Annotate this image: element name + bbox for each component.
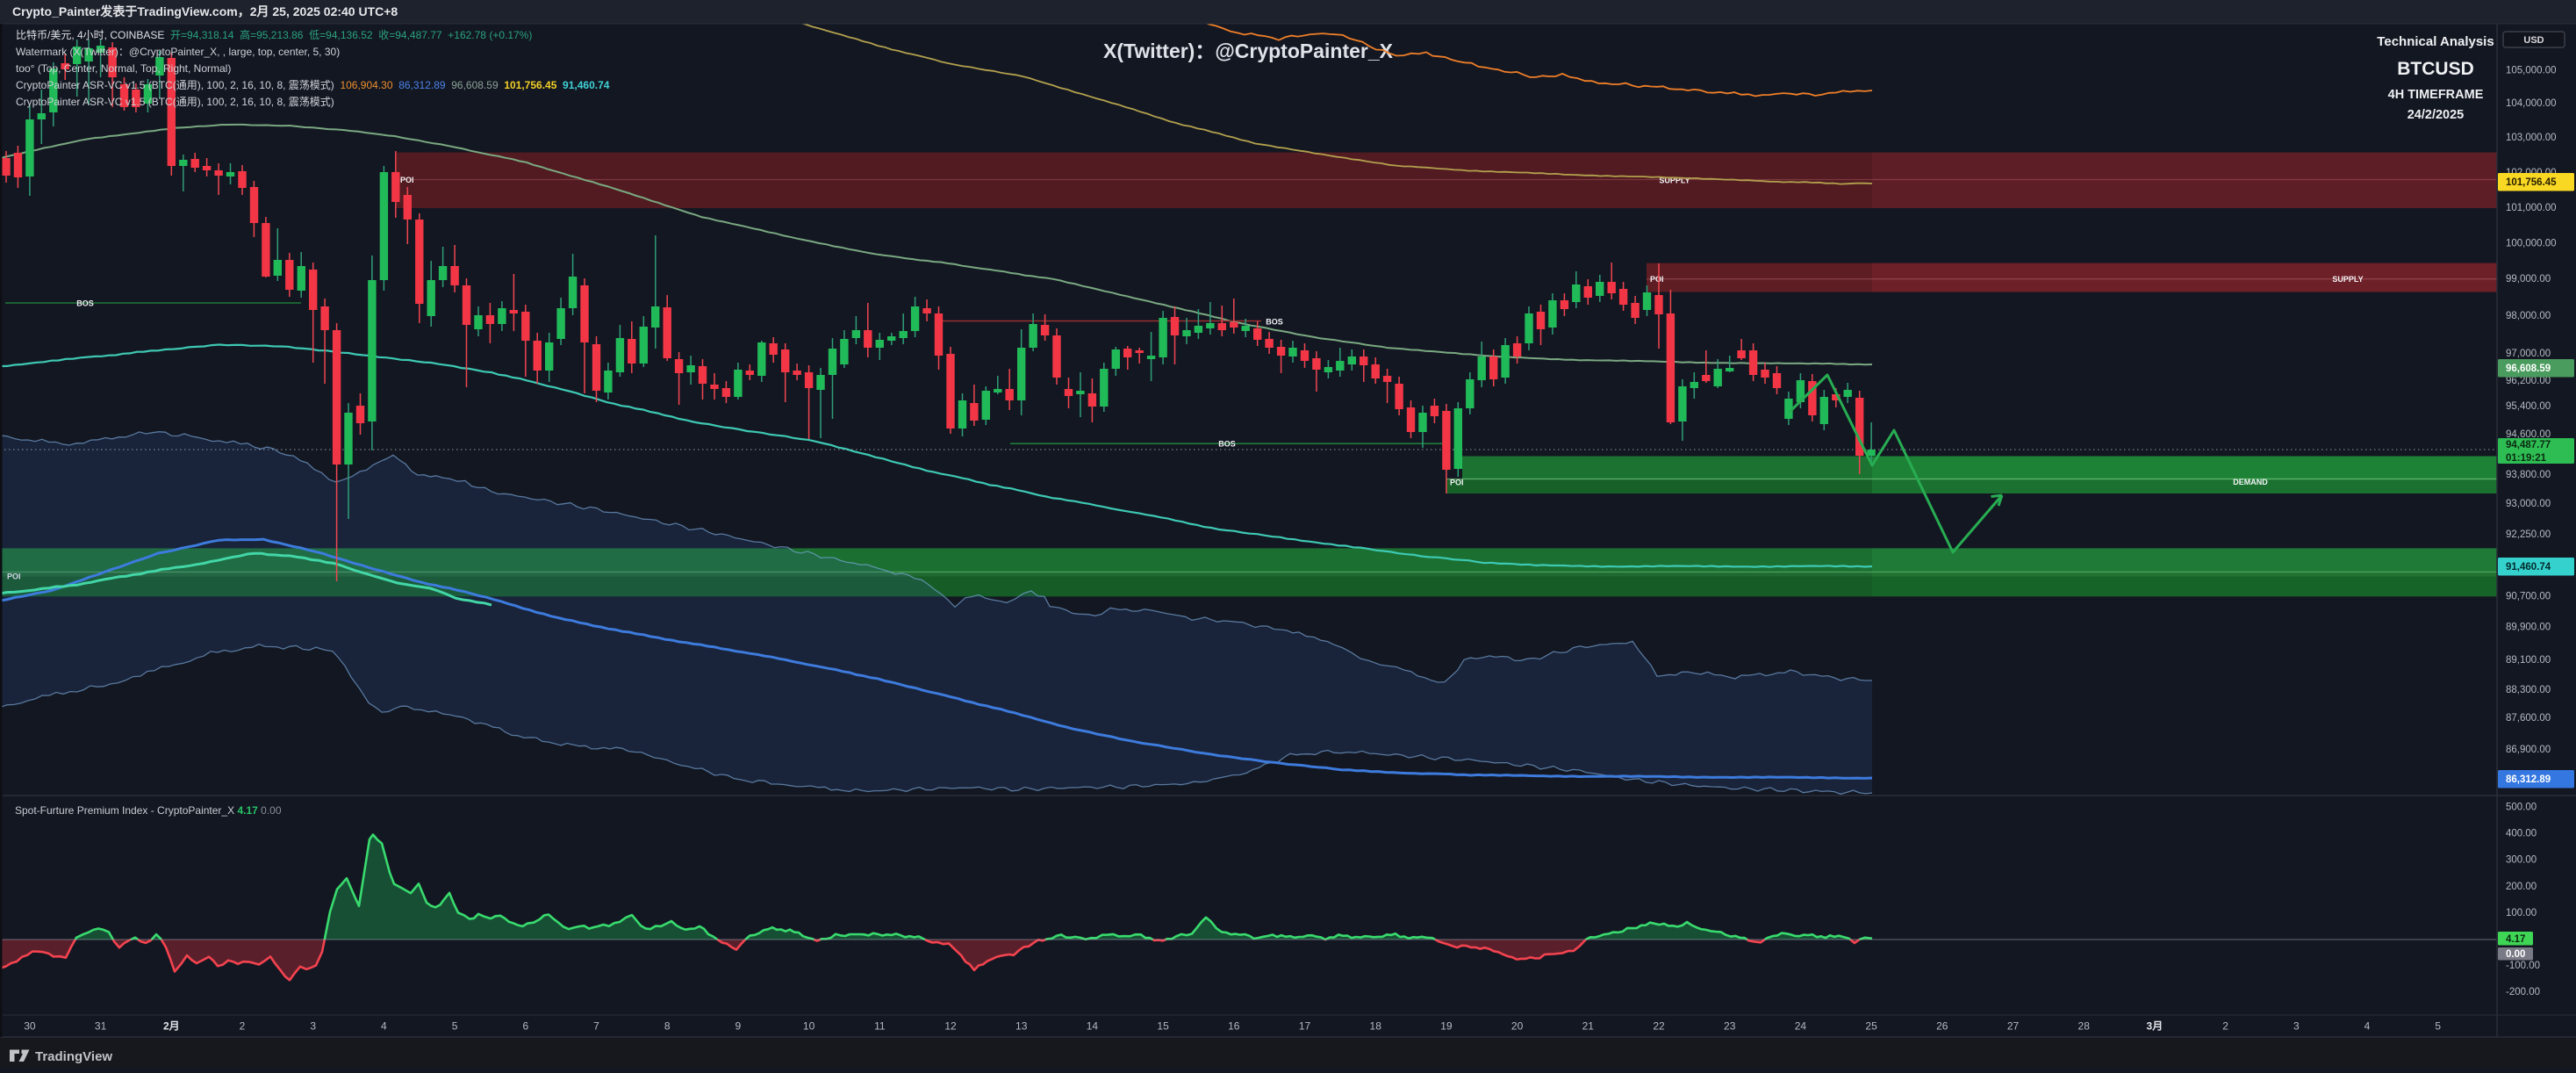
svg-text:99,000.00: 99,000.00: [2506, 274, 2551, 284]
svg-text:13: 13: [1015, 1020, 1028, 1033]
svg-text:96,608.59: 96,608.59: [2506, 364, 2551, 374]
svg-text:24: 24: [1795, 1020, 1807, 1033]
svg-text:98,000.00: 98,000.00: [2506, 311, 2551, 321]
svg-text:8: 8: [664, 1020, 671, 1033]
svg-text:3: 3: [2293, 1020, 2300, 1033]
svg-text:93,000.00: 93,000.00: [2506, 499, 2551, 509]
svg-text:101,756.45: 101,756.45: [2506, 177, 2557, 188]
svg-text:21: 21: [1582, 1020, 1595, 1033]
svg-text:Technical Analysis: Technical Analysis: [2377, 34, 2493, 49]
svg-text:POI: POI: [1650, 275, 1664, 284]
svg-text:400.00: 400.00: [2506, 829, 2537, 839]
svg-text:20: 20: [1511, 1020, 1524, 1033]
svg-text:Crypto_Painter发表于TradingView.c: Crypto_Painter发表于TradingView.com，2月 25, …: [12, 4, 398, 18]
svg-text:2月: 2月: [163, 1020, 180, 1033]
svg-text:11: 11: [874, 1020, 886, 1033]
svg-text:POI: POI: [400, 176, 414, 184]
svg-text:95,400.00: 95,400.00: [2506, 401, 2551, 412]
svg-text:23: 23: [1724, 1020, 1736, 1033]
svg-text:30: 30: [24, 1020, 36, 1033]
svg-text:97,000.00: 97,000.00: [2506, 349, 2551, 359]
svg-text:89,100.00: 89,100.00: [2506, 655, 2551, 666]
svg-text:6: 6: [522, 1020, 528, 1033]
svg-text:18: 18: [1370, 1020, 1382, 1033]
svg-text:28: 28: [2078, 1020, 2091, 1033]
svg-text:101,000.00: 101,000.00: [2506, 203, 2557, 213]
svg-text:14: 14: [1087, 1020, 1099, 1033]
svg-text:92,250.00: 92,250.00: [2506, 529, 2551, 540]
svg-text:17: 17: [1299, 1020, 1311, 1033]
svg-text:12: 12: [944, 1020, 957, 1033]
svg-text:88,300.00: 88,300.00: [2506, 685, 2551, 695]
svg-text:比特币/美元, 4小时, COINBASE 开=94,31: 比特币/美元, 4小时, COINBASE 开=94,318.14 高=95,2…: [16, 28, 532, 41]
svg-text:-100.00: -100.00: [2506, 961, 2540, 971]
svg-text:24/2/2025: 24/2/2025: [2407, 108, 2465, 122]
svg-text:90,700.00: 90,700.00: [2506, 592, 2551, 602]
svg-text:96,200.00: 96,200.00: [2506, 376, 2551, 386]
svg-text:300.00: 300.00: [2506, 855, 2537, 866]
svg-text:89,900.00: 89,900.00: [2506, 623, 2551, 633]
svg-text:22: 22: [1653, 1020, 1665, 1033]
svg-text:105,000.00: 105,000.00: [2506, 66, 2557, 76]
svg-text:16: 16: [1228, 1020, 1240, 1033]
svg-text:10: 10: [803, 1020, 815, 1033]
svg-text:BTCUSD: BTCUSD: [2397, 59, 2474, 79]
svg-text:Spot-Furture Premium Index - C: Spot-Furture Premium Index - CryptoPaint…: [15, 804, 282, 817]
svg-text:200.00: 200.00: [2506, 882, 2537, 892]
svg-text:94,487.77: 94,487.77: [2506, 440, 2551, 450]
svg-text:BOS: BOS: [1218, 440, 1236, 449]
svg-text:4: 4: [2364, 1020, 2371, 1033]
svg-text:104,000.00: 104,000.00: [2506, 98, 2557, 109]
svg-text:TradingView: TradingView: [35, 1049, 112, 1064]
svg-text:5: 5: [452, 1020, 458, 1033]
svg-text:CryptoPainter ASR-VC v1.5 (BTC: CryptoPainter ASR-VC v1.5 (BTC(通用), 100,…: [16, 96, 334, 108]
svg-text:25: 25: [1865, 1020, 1877, 1033]
svg-text:9: 9: [735, 1020, 742, 1033]
svg-text:3月: 3月: [2147, 1020, 2163, 1033]
svg-text:X(Twitter)：@CryptoPainter_X: X(Twitter)：@CryptoPainter_X: [1103, 40, 1394, 62]
svg-text:BOS: BOS: [76, 299, 94, 308]
svg-text:87,600.00: 87,600.00: [2506, 713, 2551, 724]
svg-text:100,000.00: 100,000.00: [2506, 239, 2557, 249]
svg-text:4.17: 4.17: [2506, 934, 2525, 945]
svg-text:93,800.00: 93,800.00: [2506, 470, 2551, 480]
svg-text:CryptoPainter ASR-VC v1.5 (BTC: CryptoPainter ASR-VC v1.5 (BTC(通用), 100,…: [16, 79, 610, 91]
svg-text:4: 4: [381, 1020, 387, 1033]
svg-text:86,900.00: 86,900.00: [2506, 745, 2551, 755]
svg-text:-200.00: -200.00: [2506, 987, 2540, 997]
svg-text:86,312.89: 86,312.89: [2506, 774, 2551, 785]
svg-text:26: 26: [1936, 1020, 1948, 1033]
svg-text:USD: USD: [2523, 35, 2544, 46]
svg-text:SUPPLY: SUPPLY: [2332, 275, 2363, 284]
svg-text:3: 3: [310, 1020, 316, 1033]
svg-text:31: 31: [95, 1020, 107, 1033]
svg-text:5: 5: [2435, 1020, 2441, 1033]
svg-text:100.00: 100.00: [2506, 908, 2537, 918]
svg-text:91,460.74: 91,460.74: [2506, 562, 2551, 573]
svg-text:19: 19: [1440, 1020, 1453, 1033]
svg-text:2: 2: [240, 1020, 246, 1033]
svg-text:01:19:21: 01:19:21: [2506, 453, 2547, 464]
svg-text:2: 2: [2222, 1020, 2228, 1033]
svg-text:Watermark (X(Twitter)：@CryptoP: Watermark (X(Twitter)：@CryptoPainter_X, …: [16, 46, 340, 58]
svg-text:4H TIMEFRAME: 4H TIMEFRAME: [2388, 88, 2484, 102]
svg-text:BOS: BOS: [1266, 318, 1283, 327]
svg-text:0.00: 0.00: [2506, 949, 2525, 960]
svg-text:15: 15: [1157, 1020, 1169, 1033]
svg-text:500.00: 500.00: [2506, 803, 2537, 813]
svg-text:too° (Top, Center, Normal, Top: too° (Top, Center, Normal, Top, Right, N…: [16, 62, 231, 75]
svg-text:POI: POI: [1450, 479, 1464, 487]
svg-text:DEMAND: DEMAND: [2233, 478, 2268, 486]
svg-text:103,000.00: 103,000.00: [2506, 133, 2557, 143]
svg-text:27: 27: [2007, 1020, 2020, 1033]
svg-text:7: 7: [593, 1020, 599, 1033]
